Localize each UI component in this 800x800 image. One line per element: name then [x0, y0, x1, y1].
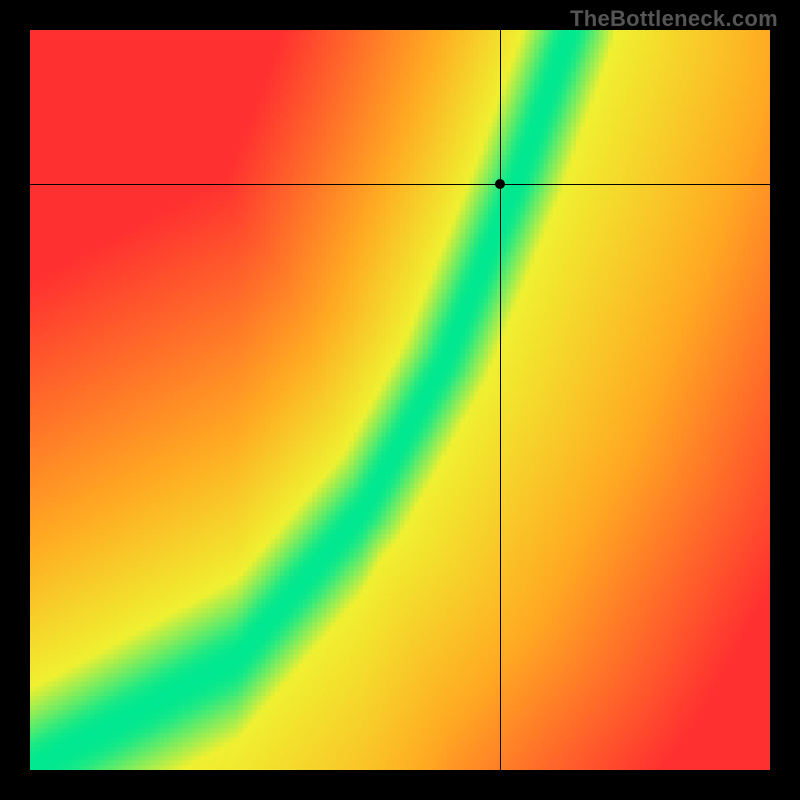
- crosshair-horizontal: [30, 184, 770, 185]
- crosshair-vertical: [500, 30, 501, 770]
- crosshair-marker: [495, 179, 505, 189]
- heatmap-canvas: [30, 30, 770, 770]
- watermark-text: TheBottleneck.com: [570, 6, 778, 32]
- heatmap-plot: [30, 30, 770, 770]
